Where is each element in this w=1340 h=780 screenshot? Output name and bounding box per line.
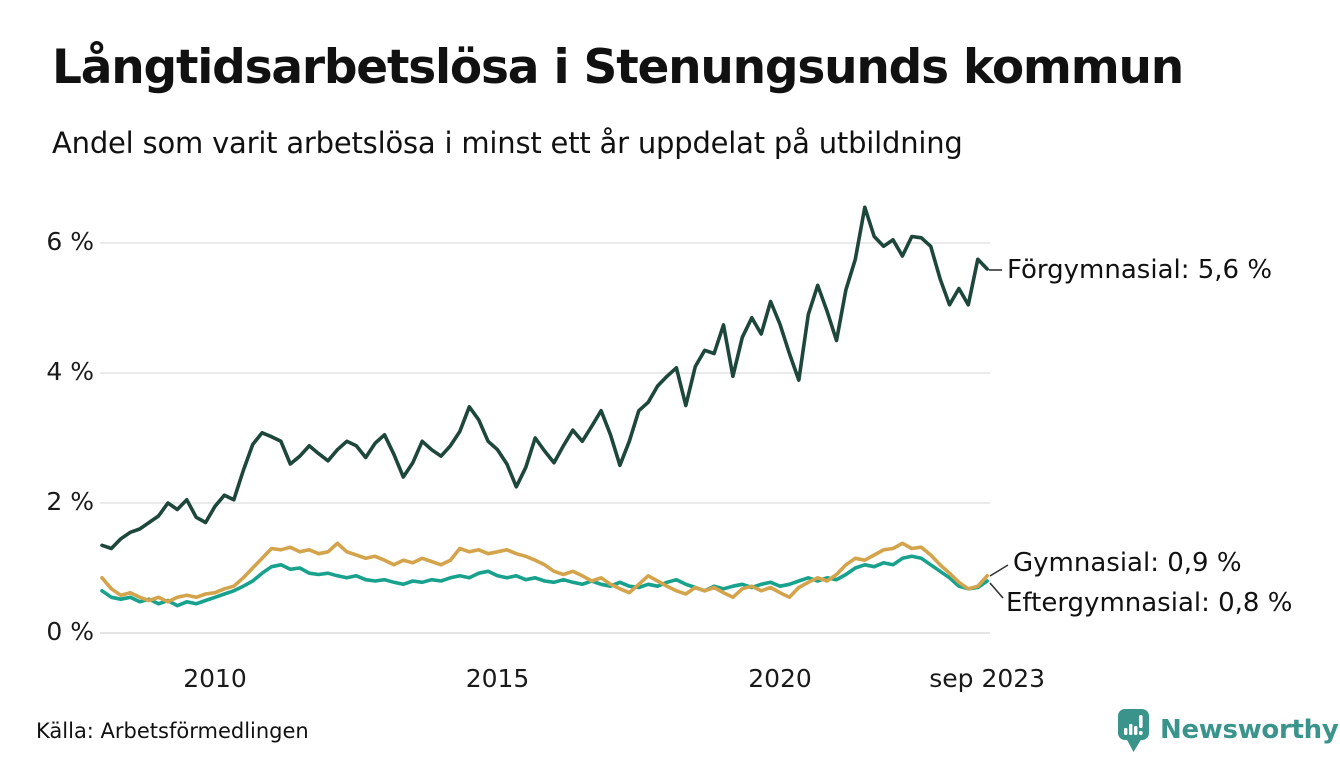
y-axis-tick-label: 2 % — [46, 487, 94, 516]
y-axis-tick-label: 6 % — [46, 227, 94, 256]
x-axis-tick-label: sep 2023 — [929, 664, 1046, 693]
newsworthy-wordmark: Newsworthy — [1160, 715, 1339, 745]
series-end-label-gymnasial: Gymnasial: 0,9 % — [1013, 548, 1242, 578]
x-axis-tick-label: 2015 — [465, 664, 530, 693]
series-end-label-förgymnasial: Förgymnasial: 5,6 % — [1007, 255, 1273, 285]
series-line-gymnasial — [100, 541, 990, 604]
label-leader-line — [989, 564, 1009, 577]
page-title: Långtidsarbetslösa i Stenungsunds kommun — [52, 40, 1184, 95]
bar-chart-speech-bubble-icon — [1118, 709, 1149, 752]
series-line-eftergymnasial — [100, 554, 990, 608]
series-end-label-eftergymnasial: Eftergymnasial: 0,8 % — [1006, 588, 1293, 618]
y-axis-tick-label: 4 % — [46, 357, 94, 386]
x-axis-tick-label: 2010 — [183, 664, 247, 693]
series-line-förgymnasial — [100, 205, 990, 551]
page-subtitle: Andel som varit arbetslösa i minst ett å… — [52, 126, 963, 160]
label-leader-line — [989, 582, 1004, 599]
x-axis-tick-label: 2020 — [748, 664, 812, 693]
y-axis-tick-label: 0 % — [46, 617, 94, 646]
source-credit: Källa: Arbetsförmedlingen — [36, 719, 309, 743]
newsworthy-logo: Newsworthy — [1117, 708, 1339, 754]
